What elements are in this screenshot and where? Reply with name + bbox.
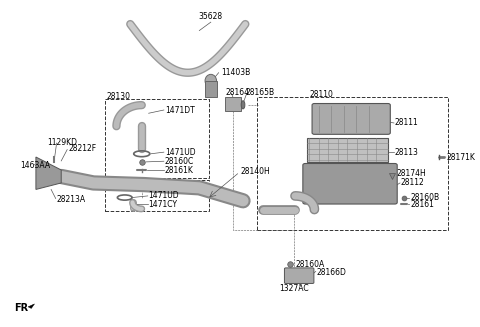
- Text: 28171K: 28171K: [447, 152, 476, 162]
- Text: 28161: 28161: [410, 199, 434, 209]
- Text: 28113: 28113: [395, 148, 419, 157]
- Text: 28111: 28111: [395, 118, 419, 128]
- Polygon shape: [28, 304, 35, 308]
- Text: 28160A: 28160A: [296, 260, 325, 268]
- Text: 28140H: 28140H: [240, 167, 270, 176]
- Text: 28130: 28130: [107, 92, 131, 101]
- Text: 28160B: 28160B: [410, 193, 439, 202]
- Text: 1463AA: 1463AA: [20, 161, 50, 170]
- Bar: [205, 81, 217, 97]
- Bar: [105, 180, 208, 211]
- Text: 28112: 28112: [401, 179, 425, 187]
- Text: FR: FR: [14, 303, 28, 313]
- Text: 1471DT: 1471DT: [165, 106, 194, 114]
- Text: 1327AC: 1327AC: [279, 284, 309, 293]
- Text: 35628: 35628: [199, 12, 223, 22]
- Text: 1129KD: 1129KD: [48, 138, 77, 147]
- Polygon shape: [36, 157, 61, 189]
- Text: 1471UD: 1471UD: [149, 191, 180, 200]
- Bar: [308, 138, 388, 162]
- Bar: [105, 99, 208, 178]
- Text: 28174H: 28174H: [396, 169, 426, 178]
- Text: 28165B: 28165B: [245, 88, 275, 97]
- Text: 28166D: 28166D: [317, 267, 347, 277]
- Text: 1471CY: 1471CY: [149, 200, 178, 209]
- FancyBboxPatch shape: [303, 164, 397, 204]
- FancyBboxPatch shape: [285, 268, 314, 284]
- Bar: [257, 97, 448, 230]
- Text: 28161K: 28161K: [165, 166, 193, 175]
- Bar: [225, 97, 241, 111]
- Text: 28213A: 28213A: [57, 195, 86, 204]
- FancyBboxPatch shape: [312, 104, 390, 134]
- Text: 28110: 28110: [310, 90, 334, 99]
- Text: 11403B: 11403B: [221, 68, 251, 77]
- Text: 28212F: 28212F: [68, 145, 96, 153]
- Text: 1471UD: 1471UD: [165, 148, 195, 157]
- Text: 28164: 28164: [226, 88, 250, 97]
- Ellipse shape: [241, 101, 245, 109]
- Ellipse shape: [205, 74, 216, 87]
- Text: 28160C: 28160C: [165, 157, 194, 166]
